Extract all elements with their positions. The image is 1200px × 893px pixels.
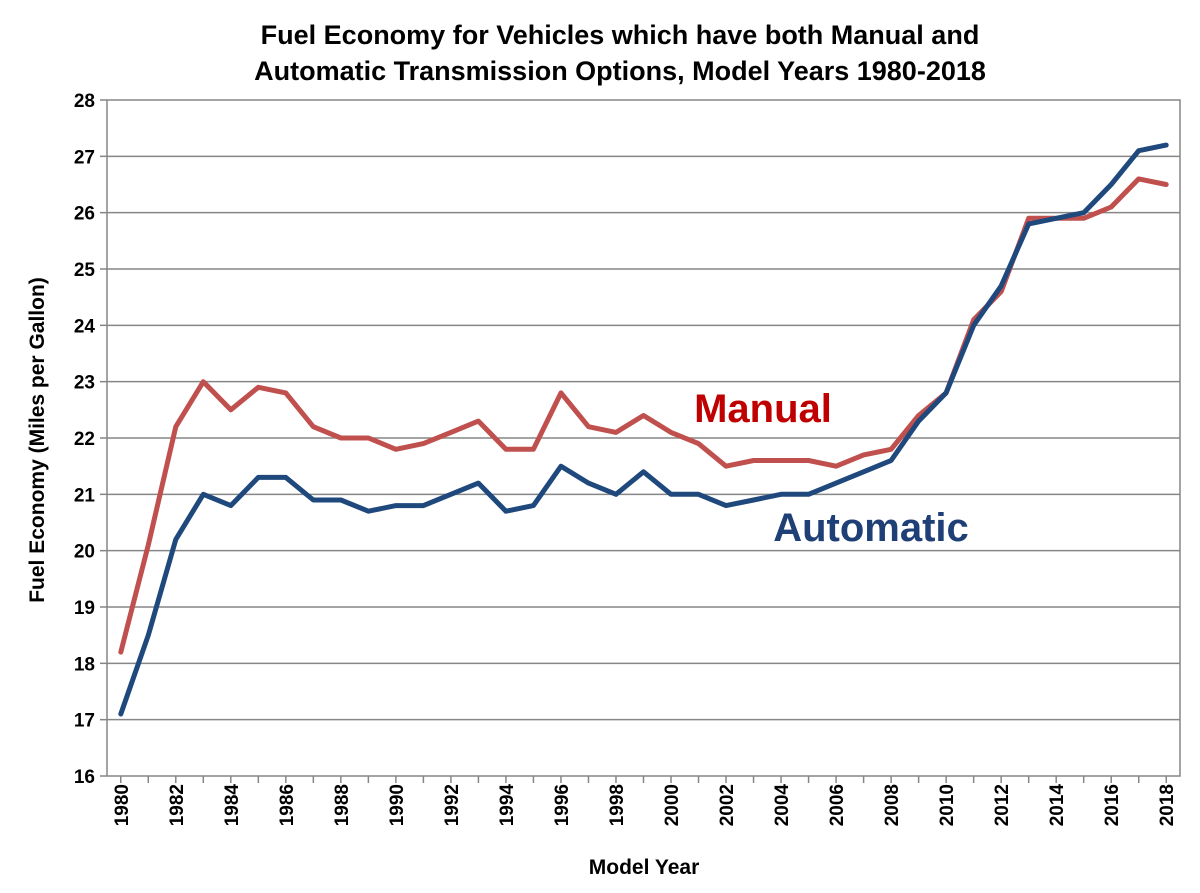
x-tick-label: 2018: [1157, 784, 1178, 826]
y-tick-label: 24: [74, 316, 96, 337]
gridlines: [107, 155, 1180, 721]
x-tick-label: 1996: [552, 784, 573, 826]
x-tick-label: 1992: [442, 784, 463, 826]
y-tick-label: 18: [74, 654, 95, 675]
x-tick-label: 2004: [772, 784, 793, 827]
y-tick-label: 19: [74, 598, 95, 619]
series-lines: [118, 142, 1169, 717]
y-axis-label: Fuel Economy (Miles per Gallon): [26, 277, 49, 603]
y-tick-label: 17: [74, 711, 95, 732]
y-tick-label: 22: [74, 429, 95, 450]
x-tick-label: 2008: [882, 784, 903, 826]
x-tick-label: 2010: [937, 784, 958, 826]
series-label-automatic: Automatic: [773, 506, 969, 550]
y-tick-label: 27: [74, 147, 95, 168]
x-tick-label: 2000: [662, 784, 683, 826]
x-tick-label: 1984: [222, 784, 243, 827]
x-tick-label: 1988: [332, 784, 353, 826]
x-tick-label: 2014: [1047, 784, 1068, 827]
x-tick-label: 1994: [497, 784, 518, 827]
y-axis-ticks: 16 17 18 19 20 21 22 23 24 25 26 27 28: [74, 91, 107, 788]
x-tick-label: 2016: [1102, 784, 1123, 826]
y-tick-label: 25: [74, 260, 96, 281]
y-tick-label: 16: [74, 767, 95, 788]
series-line-automatic: [118, 142, 1169, 717]
y-tick-label: 28: [74, 91, 95, 112]
x-tick-label: 2002: [717, 784, 738, 826]
x-tick-label: 2012: [992, 784, 1013, 826]
x-tick-label: 1980: [112, 784, 133, 826]
x-tick-label: 1982: [167, 784, 188, 826]
x-tick-label: 1990: [387, 784, 408, 826]
y-tick-label: 23: [74, 373, 95, 394]
y-tick-label: 21: [74, 485, 96, 506]
chart-title-line-2: Automatic Transmission Options, Model Ye…: [254, 56, 986, 86]
chart-title-line-1: Fuel Economy for Vehicles which have bot…: [261, 20, 980, 50]
y-tick-label: 26: [74, 204, 95, 225]
y-tick-label: 20: [74, 542, 95, 563]
x-tick-label: 1998: [607, 784, 628, 826]
series-label-manual: Manual: [694, 387, 832, 431]
x-tick-label: 2006: [827, 784, 848, 826]
x-axis-label: Model Year: [589, 856, 700, 879]
x-axis-ticks: 1980 1982 1984 1986 1988 1990 1992 1994 1996 1998…: [112, 776, 1178, 826]
x-tick-label: 1986: [277, 784, 298, 826]
